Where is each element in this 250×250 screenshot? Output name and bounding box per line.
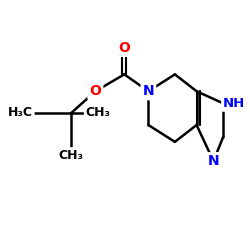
- Text: N: N: [142, 84, 154, 98]
- Text: O: O: [118, 41, 130, 55]
- Text: NH: NH: [223, 97, 245, 110]
- Text: N: N: [208, 154, 219, 168]
- Text: CH₃: CH₃: [59, 149, 84, 162]
- Text: O: O: [90, 84, 101, 98]
- Text: H₃C: H₃C: [8, 106, 33, 120]
- Text: CH₃: CH₃: [86, 106, 111, 120]
